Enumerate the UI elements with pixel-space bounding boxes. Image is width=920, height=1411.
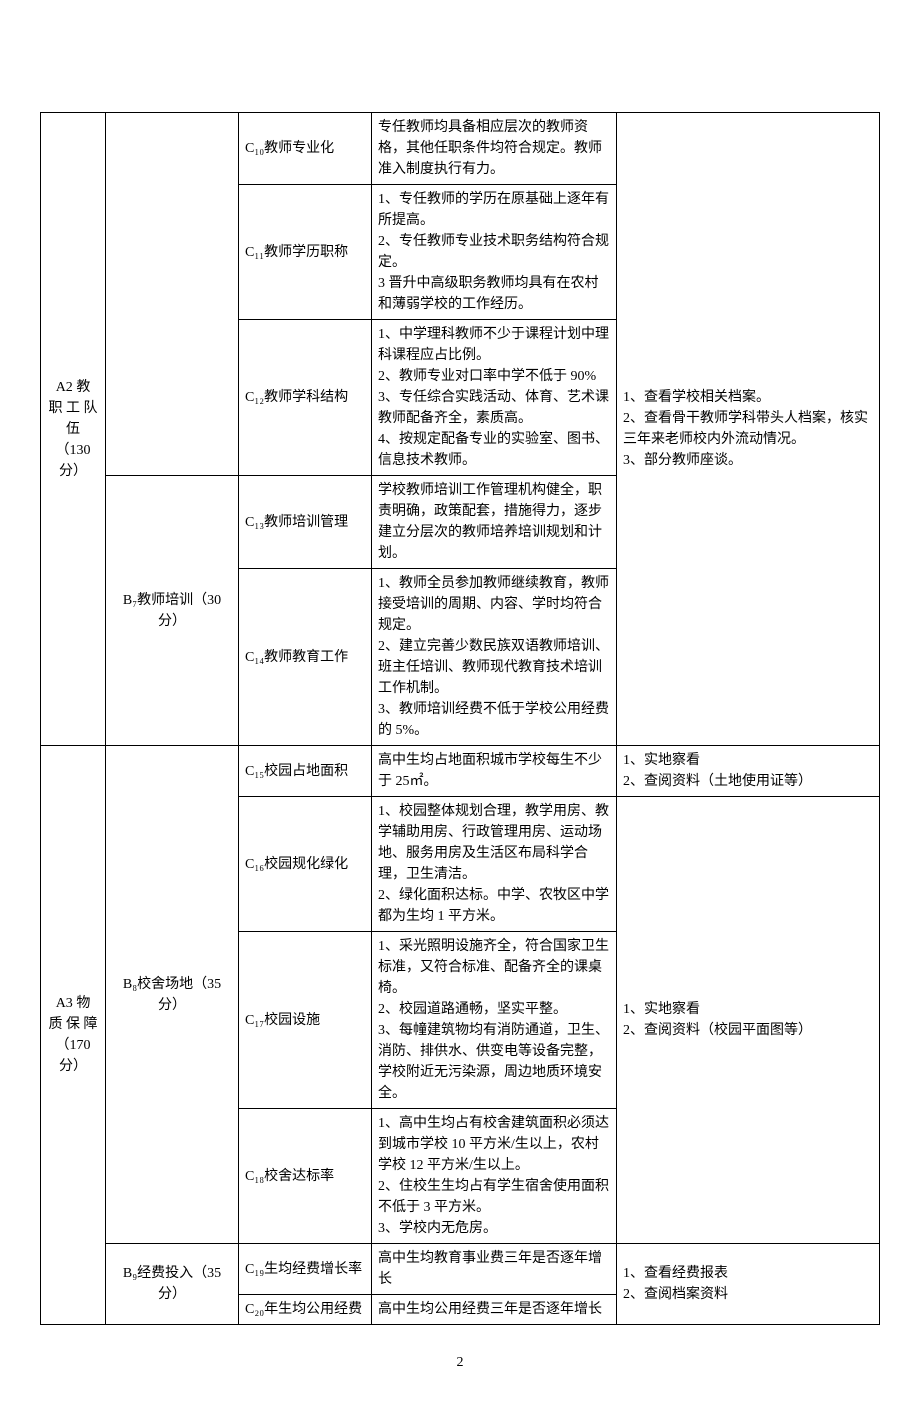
table-row: A2 教 职 工 队 伍 （130 分） C₁₀教师专业化 专任教师均具备相应层… <box>41 113 880 185</box>
cell-d12: 1、中学理科教师不少于课程计划中理科课程应占比例。2、教师专业对口率中学不低于 … <box>372 320 617 476</box>
cell-c17: C₁₇校园设施 <box>239 932 372 1109</box>
a2-label: A2 教 职 工 队 伍 （130 分） <box>47 377 99 482</box>
cell-b8: B₈校舍场地（35 分） <box>106 746 239 1244</box>
table-row: B₉经费投入（35 分） C₁₉生均经费增长率 高中生均教育事业费三年是否逐年增… <box>41 1244 880 1295</box>
cell-c20: C₂₀年生均公用经费 <box>239 1295 372 1325</box>
cell-d11: 1、专任教师的学历在原基础上逐年有所提高。2、专任教师专业技术职务结构符合规定。… <box>372 185 617 320</box>
cell-b7: B₇教师培训（30 分） <box>106 476 239 746</box>
cell-e-c15: 1、实地察看2、查阅资料（土地使用证等） <box>617 746 880 797</box>
cell-d10: 专任教师均具备相应层次的教师资格，其他任职条件均符合规定。教师准入制度执行有力。 <box>372 113 617 185</box>
cell-a2: A2 教 职 工 队 伍 （130 分） <box>41 113 106 746</box>
cell-e-b9: 1、查看经费报表2、查阅档案资料 <box>617 1244 880 1325</box>
page-number: 2 <box>40 1355 880 1371</box>
cell-c10: C₁₀教师专业化 <box>239 113 372 185</box>
cell-e-a2: 1、查看学校相关档案。2、查看骨干教师学科带头人档案，核实三年来老师校内外流动情… <box>617 113 880 746</box>
cell-d14: 1、教师全员参加教师继续教育，教师接受培训的周期、内容、学时均符合规定。2、建立… <box>372 569 617 746</box>
cell-d20: 高中生均公用经费三年是否逐年增长 <box>372 1295 617 1325</box>
cell-c14: C₁₄教师教育工作 <box>239 569 372 746</box>
cell-c15: C₁₅校园占地面积 <box>239 746 372 797</box>
cell-c12: C₁₂教师学科结构 <box>239 320 372 476</box>
cell-a3: A3 物 质 保 障 （170 分） <box>41 746 106 1325</box>
cell-d15: 高中生均占地面积城市学校每生不少于 25㎡。 <box>372 746 617 797</box>
cell-d19: 高中生均教育事业费三年是否逐年增长 <box>372 1244 617 1295</box>
page-container: A2 教 职 工 队 伍 （130 分） C₁₀教师专业化 专任教师均具备相应层… <box>0 0 920 1411</box>
cell-d13: 学校教师培训工作管理机构健全，职责明确，政策配套，措施得力，逐步建立分层次的教师… <box>372 476 617 569</box>
table-row: A3 物 质 保 障 （170 分） B₈校舍场地（35 分） C₁₅校园占地面… <box>41 746 880 797</box>
cell-b-blank <box>106 113 239 476</box>
cell-c18: C₁₈校舍达标率 <box>239 1109 372 1244</box>
a3-label: A3 物 质 保 障 （170 分） <box>47 993 99 1077</box>
cell-d17: 1、采光照明设施齐全，符合国家卫生标准，又符合标准、配备齐全的课桌椅。2、校园道… <box>372 932 617 1109</box>
cell-c16: C₁₆校园规化绿化 <box>239 797 372 932</box>
cell-b9: B₉经费投入（35 分） <box>106 1244 239 1325</box>
evaluation-table: A2 教 职 工 队 伍 （130 分） C₁₀教师专业化 专任教师均具备相应层… <box>40 112 880 1325</box>
cell-d18: 1、高中生均占有校舍建筑面积必须达到城市学校 10 平方米/生以上，农村学校 1… <box>372 1109 617 1244</box>
cell-c11: C₁₁教师学历职称 <box>239 185 372 320</box>
cell-e-b8rest: 1、实地察看2、查阅资料（校园平面图等） <box>617 797 880 1244</box>
cell-c19: C₁₉生均经费增长率 <box>239 1244 372 1295</box>
cell-c13: C₁₃教师培训管理 <box>239 476 372 569</box>
cell-d16: 1、校园整体规划合理，教学用房、教学辅助用房、行政管理用房、运动场地、服务用房及… <box>372 797 617 932</box>
